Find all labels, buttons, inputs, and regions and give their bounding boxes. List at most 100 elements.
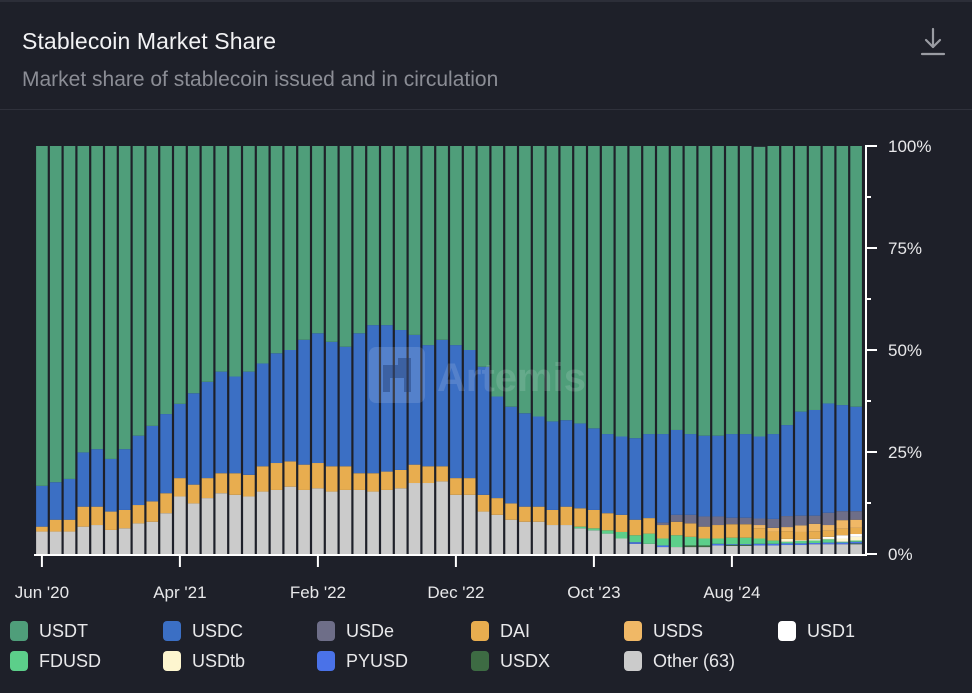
bar-segment-other-63[interactable] [132, 523, 145, 554]
bar-segment-usdc[interactable] [256, 363, 269, 467]
bar-segment-usdc[interactable] [684, 434, 697, 515]
bar-segment-other-63[interactable] [670, 547, 683, 554]
bar-segment-usdx[interactable] [850, 543, 862, 545]
bar-segment-dai[interactable] [657, 525, 669, 539]
bar-segment-usde[interactable] [795, 515, 807, 526]
bar-segment-usdc[interactable] [312, 333, 324, 464]
bar-segment-usde[interactable] [850, 511, 862, 520]
bar-segment-usdt[interactable] [132, 146, 145, 436]
legend-item-usd1[interactable]: USD1 [778, 620, 855, 642]
bar-stack[interactable] [36, 146, 48, 554]
bar-segment-usdt[interactable] [629, 146, 642, 439]
bar-segment-usdc[interactable] [601, 434, 614, 514]
bar-segment-usde[interactable] [767, 518, 780, 528]
bar-segment-fdusd[interactable] [698, 538, 711, 546]
legend-item-usdc[interactable]: USDC [163, 620, 243, 642]
bar-stack[interactable] [657, 146, 669, 554]
bar-stack[interactable] [698, 146, 711, 554]
bar-segment-other-63[interactable] [367, 491, 379, 554]
bar-segment-fdusd[interactable] [588, 528, 600, 531]
bar-stack[interactable] [519, 146, 531, 554]
bar-segment-dai[interactable] [408, 464, 421, 484]
bar-segment-usdc[interactable] [160, 414, 172, 494]
bar-segment-usdc[interactable] [146, 425, 159, 502]
bar-segment-usdc[interactable] [615, 436, 628, 515]
bar-segment-usdtb[interactable] [836, 538, 849, 542]
bar-segment-dai[interactable] [367, 473, 379, 492]
bar-segment-usdt[interactable] [243, 146, 255, 372]
bar-segment-dai[interactable] [353, 473, 366, 490]
bar-segment-dai[interactable] [822, 530, 835, 537]
bar-segment-other-63[interactable] [739, 545, 752, 554]
bar-segment-usdt[interactable] [505, 146, 517, 407]
bar-segment-usde[interactable] [670, 514, 683, 522]
bar-segment-usdt[interactable] [463, 146, 476, 350]
bar-segment-dai[interactable] [49, 519, 62, 532]
bar-segment-other-63[interactable] [753, 545, 766, 554]
bar-segment-usdc[interactable] [781, 425, 793, 517]
bar-segment-usdt[interactable] [105, 146, 117, 459]
bar-stack[interactable] [408, 146, 421, 554]
bar-segment-fdusd[interactable] [615, 531, 628, 539]
bar-segment-usds[interactable] [808, 523, 821, 532]
bar-segment-usdc[interactable] [836, 405, 849, 512]
bar-segment-usdc[interactable] [381, 325, 393, 472]
bar-segment-dai[interactable] [546, 509, 559, 526]
bar-segment-usdt[interactable] [574, 146, 586, 424]
bar-segment-dai[interactable] [726, 524, 738, 538]
bar-segment-usdtb[interactable] [850, 536, 862, 541]
bar-segment-usd1[interactable] [822, 536, 835, 539]
bar-segment-usdt[interactable] [588, 146, 600, 429]
bar-segment-usdt[interactable] [215, 146, 228, 372]
bar-segment-dai[interactable] [91, 506, 103, 526]
bar-segment-other-63[interactable] [353, 489, 366, 554]
bar-segment-usdc[interactable] [325, 341, 338, 467]
bar-segment-fdusd[interactable] [767, 540, 780, 544]
bar-segment-fdusd[interactable] [836, 541, 849, 543]
bar-segment-dai[interactable] [284, 461, 297, 487]
bar-stack[interactable] [91, 146, 103, 554]
bar-segment-other-63[interactable] [629, 543, 642, 554]
legend-item-pyusd[interactable]: PYUSD [317, 650, 408, 672]
bar-stack[interactable] [146, 146, 159, 554]
bar-segment-dai[interactable] [118, 509, 131, 529]
bar-segment-usdx[interactable] [739, 545, 752, 546]
bar-segment-other-63[interactable] [726, 545, 738, 554]
bar-segment-other-63[interactable] [284, 486, 297, 554]
bar-segment-usdc[interactable] [588, 428, 600, 510]
bar-segment-pyusd[interactable] [629, 542, 642, 544]
bar-segment-usdc[interactable] [394, 330, 407, 470]
bar-segment-other-63[interactable] [325, 491, 338, 554]
bar-segment-other-63[interactable] [201, 498, 214, 554]
bar-segment-usdt[interactable] [284, 146, 297, 350]
bar-segment-usdc[interactable] [353, 333, 366, 474]
bar-segment-usdt[interactable] [822, 146, 835, 404]
legend-item-other-63[interactable]: Other (63) [624, 650, 735, 672]
bar-segment-dai[interactable] [174, 478, 186, 497]
bar-segment-fdusd[interactable] [574, 526, 586, 529]
bar-segment-usde[interactable] [726, 517, 738, 525]
bar-segment-usdt[interactable] [118, 146, 131, 450]
bar-segment-usdt[interactable] [63, 146, 76, 479]
bar-segment-usdc[interactable] [105, 458, 117, 512]
bar-segment-usdtb[interactable] [808, 539, 821, 541]
bar-segment-usdt[interactable] [753, 146, 766, 437]
bar-segment-usdc[interactable] [229, 376, 241, 474]
bar-segment-dai[interactable] [201, 478, 214, 499]
bar-stack[interactable] [132, 146, 145, 554]
bar-segment-other-63[interactable] [463, 494, 476, 554]
bar-segment-pyusd[interactable] [836, 542, 849, 545]
bar-segment-usdt[interactable] [712, 146, 724, 436]
bar-segment-dai[interactable] [850, 527, 862, 535]
bar-segment-other-63[interactable] [36, 531, 48, 554]
bar-segment-usde[interactable] [684, 514, 697, 524]
bar-segment-usdc[interactable] [174, 403, 186, 479]
bar-segment-dai[interactable] [132, 505, 145, 524]
bar-segment-fdusd[interactable] [850, 540, 862, 542]
bar-segment-pyusd[interactable] [850, 541, 862, 544]
bar-segment-usdt[interactable] [91, 146, 103, 450]
bar-segment-dai[interactable] [256, 466, 269, 492]
bar-segment-other-63[interactable] [312, 488, 324, 554]
bar-segment-other-63[interactable] [643, 543, 655, 554]
bar-segment-usdc[interactable] [463, 350, 476, 479]
